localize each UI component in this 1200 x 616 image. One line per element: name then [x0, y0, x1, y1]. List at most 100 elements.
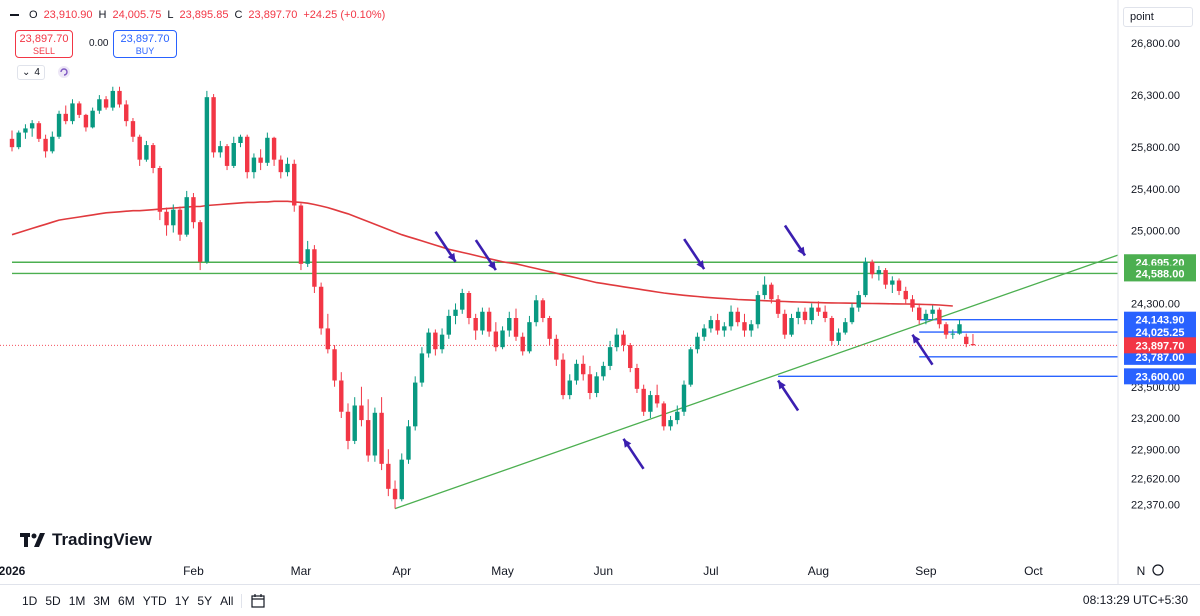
annotation-arrowhead — [696, 260, 705, 270]
x-tick-label: N — [1137, 564, 1146, 578]
candle-body — [298, 205, 304, 264]
clock[interactable]: 08:13:29 UTC+5:30 — [1082, 593, 1188, 607]
annotation-arrowhead — [778, 380, 786, 390]
candle-body — [614, 334, 619, 348]
timeframe-1d[interactable]: 1D — [22, 594, 38, 608]
candle-body — [527, 322, 532, 352]
candle-body — [386, 463, 391, 489]
x-tick-label: Feb — [183, 564, 204, 578]
timeframe-1y[interactable]: 1Y — [174, 594, 190, 608]
candle-body — [533, 300, 539, 323]
candle-body — [628, 345, 633, 368]
candle-body — [829, 318, 835, 341]
candle-body — [359, 405, 364, 421]
candle-body — [554, 338, 559, 360]
candle-body — [97, 99, 102, 111]
chevron-down-icon: ⌄ — [22, 67, 31, 78]
indicators-toggle[interactable]: ⌄ 4 — [17, 65, 45, 80]
x-tick-label: May — [491, 564, 514, 578]
buy-price: 23,897.70 — [120, 33, 170, 45]
candle-body — [923, 313, 929, 321]
price-tag-label: 23,787.00 — [1136, 352, 1185, 364]
candle-body — [809, 307, 814, 321]
candle-body — [466, 293, 472, 318]
candle-body — [513, 318, 519, 337]
candle-body — [836, 332, 841, 341]
close-value: 23,897.70 — [248, 9, 298, 21]
candle-body — [231, 143, 236, 166]
candle-body — [171, 209, 176, 226]
candle-body — [137, 136, 142, 160]
refresh-icon[interactable] — [57, 65, 71, 79]
candle-body — [77, 103, 82, 115]
candle-body — [164, 211, 169, 226]
candle-body — [950, 333, 955, 335]
close-label: C — [234, 9, 243, 21]
candle-body — [957, 324, 962, 334]
price-tag — [1124, 337, 1196, 354]
candle-body — [43, 138, 48, 152]
candle-body — [715, 320, 720, 331]
y-tick-label: 23,200.00 — [1131, 413, 1180, 425]
timeframe-5y[interactable]: 5Y — [197, 594, 213, 608]
sell-price: 23,897.70 — [19, 33, 69, 45]
candle-body — [869, 261, 875, 275]
x-tick-label: Sep — [915, 564, 937, 578]
timeframe-5d[interactable]: 5D — [45, 594, 61, 608]
sell-button[interactable]: 23,897.70 SELL — [15, 30, 73, 58]
candle-body — [305, 249, 310, 264]
candle-body — [433, 332, 438, 350]
candle-body — [762, 284, 767, 296]
candle-body — [621, 334, 626, 346]
candle-body — [917, 307, 922, 321]
timeframe-3m[interactable]: 3M — [93, 594, 111, 608]
tradingview-logo-icon — [20, 533, 45, 547]
candle-body — [312, 249, 317, 287]
candle-body — [332, 349, 337, 381]
price-tag-label: 23,897.70 — [1136, 340, 1185, 352]
timeframe-ytd[interactable]: YTD — [142, 594, 167, 608]
bottom-divider — [0, 584, 1200, 585]
y-tick-label: 25,400.00 — [1131, 184, 1180, 196]
candle-body — [896, 280, 902, 291]
candle-body — [144, 145, 149, 160]
candle-body — [910, 299, 915, 308]
timeframe-divider — [241, 594, 243, 608]
candle-body — [581, 363, 586, 375]
candle-body — [654, 395, 660, 404]
date-range-icon[interactable] — [250, 593, 266, 609]
candle-body — [197, 222, 203, 262]
unit-selector[interactable]: point — [1123, 7, 1193, 27]
price-tag-label: 24,025.25 — [1136, 327, 1185, 339]
candle-body — [124, 104, 129, 122]
candle-body — [278, 159, 283, 173]
candle-body — [372, 412, 378, 456]
open-label: O — [29, 9, 38, 21]
candle-body — [453, 309, 458, 316]
spread-value: 0.00 — [89, 38, 109, 49]
price-tag-label: 23,600.00 — [1136, 371, 1185, 383]
annotation-arrowhead — [912, 334, 921, 344]
candle-body — [419, 353, 425, 383]
timeframe-6m[interactable]: 6M — [118, 594, 135, 608]
candle-body — [365, 420, 371, 456]
indicator-count: 4 — [34, 67, 40, 78]
candle-body — [392, 488, 398, 500]
candle-body — [63, 113, 68, 122]
price-chart[interactable]: 26,800.00 26,300.00 25,800.00 25,400.00 25,0… — [0, 0, 1200, 584]
candle-body — [755, 295, 761, 325]
trend-line — [394, 254, 1118, 510]
candle-body — [29, 123, 35, 129]
buy-button[interactable]: 23,897.70 BUY — [113, 30, 177, 58]
candle-body — [883, 270, 888, 285]
menu-icon[interactable] — [10, 14, 19, 16]
timeframe-1m[interactable]: 1M — [68, 594, 86, 608]
x-tick-label: Aug — [808, 564, 829, 578]
price-tag — [1124, 265, 1196, 282]
candle-body — [742, 322, 747, 331]
candle-body — [157, 168, 163, 212]
candle-body — [110, 90, 115, 108]
timeframe-all[interactable]: All — [220, 594, 234, 608]
candle-body — [863, 261, 868, 296]
candle-body — [285, 163, 290, 173]
